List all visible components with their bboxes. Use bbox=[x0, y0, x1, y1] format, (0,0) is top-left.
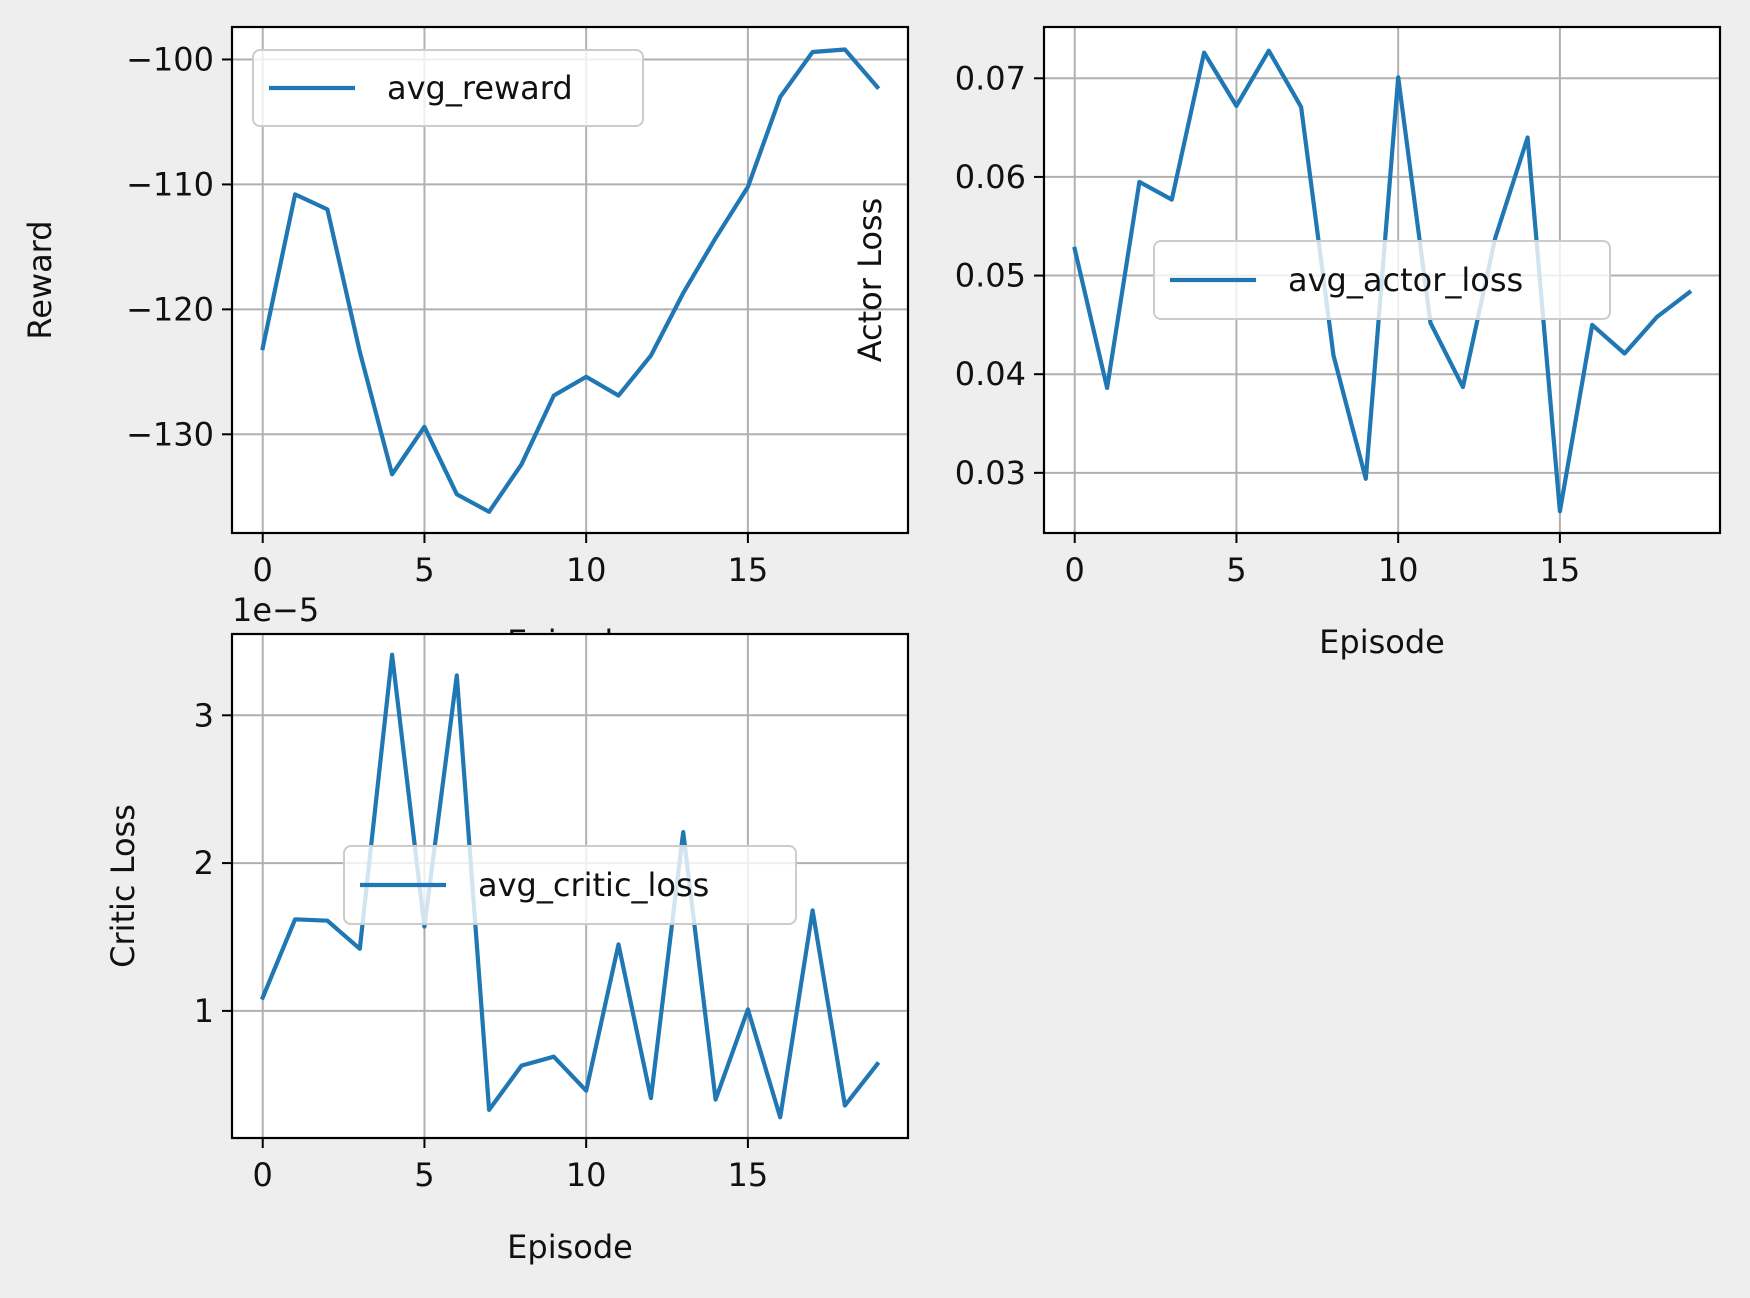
x-tick-label: 15 bbox=[728, 551, 769, 589]
x-axis-label: Episode bbox=[1319, 623, 1445, 661]
subplot-critic: 0 5 10 15 1 2 3 Episode Critic Loss 1e−5 avg_criti… bbox=[104, 591, 910, 1266]
y-tick-label: 0.04 bbox=[955, 355, 1026, 393]
y-tick-label: 2 bbox=[194, 844, 214, 882]
y-tick-label: −130 bbox=[126, 415, 214, 453]
x-tick-label: 10 bbox=[1378, 551, 1419, 589]
subplot-actor: 0 5 10 15 0.03 0.04 0.05 0.06 0.07 Episode Actor L… bbox=[851, 25, 1722, 661]
x-tick-label: 5 bbox=[1226, 551, 1246, 589]
legend-box bbox=[252, 49, 644, 127]
x-tick-label: 0 bbox=[253, 551, 273, 589]
x-axis-label: Episode bbox=[507, 1228, 633, 1266]
y-tick-label: −120 bbox=[126, 290, 214, 328]
y-tick-label: 0.03 bbox=[955, 454, 1026, 492]
y-tick-label: 0.07 bbox=[955, 59, 1026, 97]
legend: avg_actor_loss bbox=[1153, 240, 1611, 320]
y-axis-label: Actor Loss bbox=[851, 198, 889, 363]
x-tick-label: 0 bbox=[1065, 551, 1085, 589]
y-tick-label: 1 bbox=[194, 992, 214, 1030]
axes-frame bbox=[230, 25, 910, 535]
y-tick-label: −100 bbox=[126, 40, 214, 78]
legend-label: avg_actor_loss bbox=[1288, 261, 1523, 299]
x-tick-label: 0 bbox=[253, 1156, 273, 1194]
axes-frame bbox=[1042, 25, 1722, 535]
x-tick-label: 5 bbox=[414, 551, 434, 589]
axes-frame bbox=[230, 632, 910, 1140]
legend-box bbox=[343, 845, 797, 925]
y-tick-label: 0.05 bbox=[955, 257, 1026, 295]
subplot-reward: 051015−130−120−110−100EpisodeRewardavg_r… bbox=[21, 25, 910, 661]
y-tick-label: 3 bbox=[194, 696, 214, 734]
y-tick-label: −110 bbox=[126, 165, 214, 203]
legend: avg_reward bbox=[252, 49, 644, 127]
legend: avg_critic_loss bbox=[343, 845, 797, 925]
x-tick-label: 10 bbox=[566, 551, 607, 589]
legend-label: avg_critic_loss bbox=[478, 866, 709, 904]
x-tick-label: 15 bbox=[1540, 551, 1581, 589]
x-tick-label: 10 bbox=[566, 1156, 607, 1194]
legend-box bbox=[1153, 240, 1611, 320]
y-axis-label: Critic Loss bbox=[104, 804, 142, 968]
legend-label: avg_reward bbox=[387, 69, 573, 107]
series-line-avg_reward bbox=[260, 47, 881, 514]
x-tick-label: 15 bbox=[728, 1156, 769, 1194]
y-offset-text: 1e−5 bbox=[232, 591, 319, 629]
y-tick-label: 0.06 bbox=[955, 158, 1026, 196]
y-axis-label: Reward bbox=[21, 220, 59, 339]
x-tick-label: 5 bbox=[414, 1156, 434, 1194]
